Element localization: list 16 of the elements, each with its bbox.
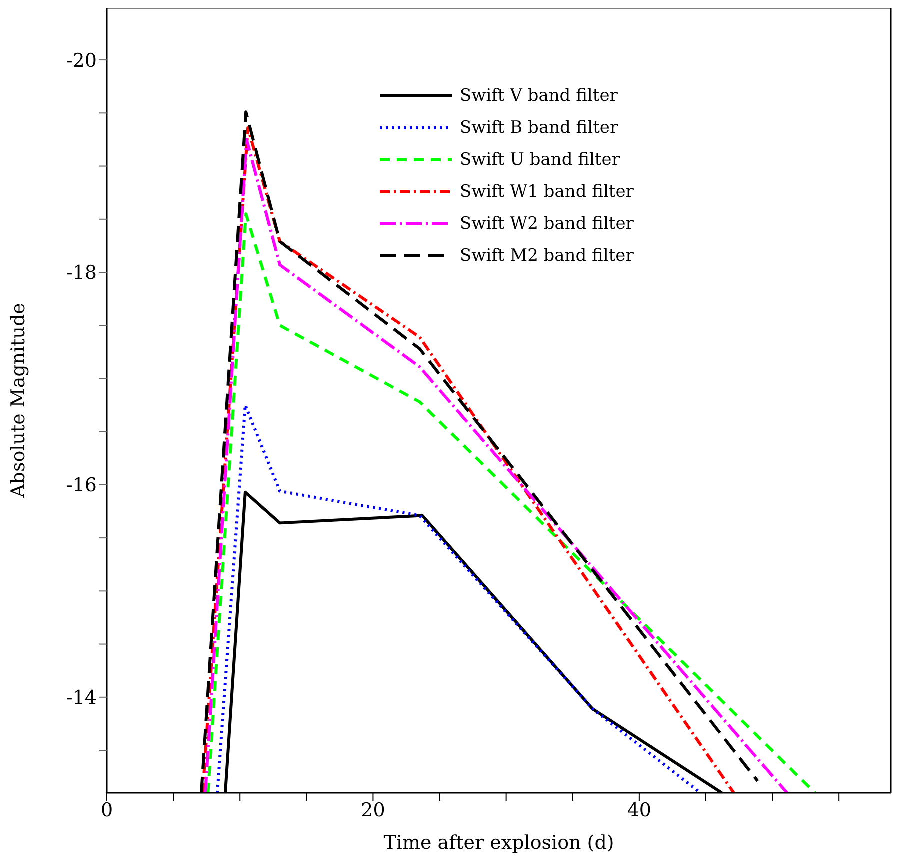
- y-tick-label: -18: [66, 262, 97, 284]
- legend-label: Swift W1 band filter: [460, 182, 634, 202]
- legend-label: Swift V band filter: [460, 86, 618, 106]
- line-series: [206, 212, 817, 793]
- legend-label: Swift W2 band filter: [460, 214, 634, 234]
- y-tick-label: -14: [66, 687, 97, 710]
- x-tick-label: 40: [627, 799, 652, 822]
- y-tick-label: -20: [66, 50, 97, 72]
- y-tick-label: -16: [66, 474, 97, 497]
- legend-label: Swift U band filter: [460, 150, 620, 170]
- x-axis-title: Time after explosion (d): [384, 832, 614, 854]
- x-tick-label: 20: [361, 799, 386, 822]
- legend-label: Swift M2 band filter: [460, 246, 634, 266]
- legend-label: Swift B band filter: [460, 118, 618, 138]
- y-axis-title: Absolute Magnitude: [8, 303, 30, 499]
- x-tick-label: 0: [100, 799, 114, 822]
